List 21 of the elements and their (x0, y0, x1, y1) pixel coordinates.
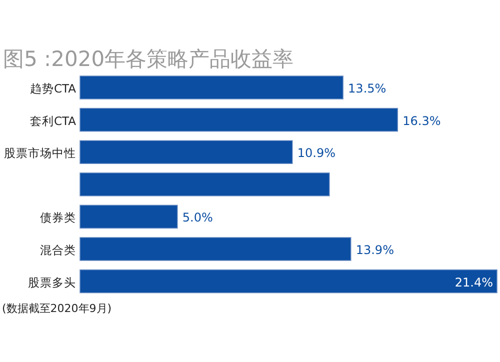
data-label: 13.5% (348, 82, 386, 96)
bar (80, 237, 352, 261)
bar (80, 76, 344, 100)
bar (80, 140, 293, 164)
y-tick-label: 债券类 (40, 210, 76, 225)
data-label: 13.9% (356, 243, 394, 257)
bar (80, 172, 330, 196)
bar (80, 108, 398, 132)
text: (数据截至2020年9月) (2, 302, 112, 315)
data-label: 21.4% (454, 275, 493, 290)
y-tick-label: 趋势CTA (30, 82, 76, 96)
bar (80, 269, 498, 294)
chart-title: 图5 :2020年各策略产品收益率 (3, 47, 294, 71)
y-tick-label: 股票多头 (28, 275, 76, 290)
data-label: 10.9% (297, 146, 336, 160)
bar (80, 204, 178, 229)
y-tick-label: 股票市场中性 (4, 146, 76, 160)
y-tick-label: 套利CTA (30, 114, 76, 128)
data-label: 5.0% (182, 210, 213, 225)
data-label: 16.3% (402, 114, 441, 128)
y-tick-label: 混合类 (40, 243, 76, 257)
